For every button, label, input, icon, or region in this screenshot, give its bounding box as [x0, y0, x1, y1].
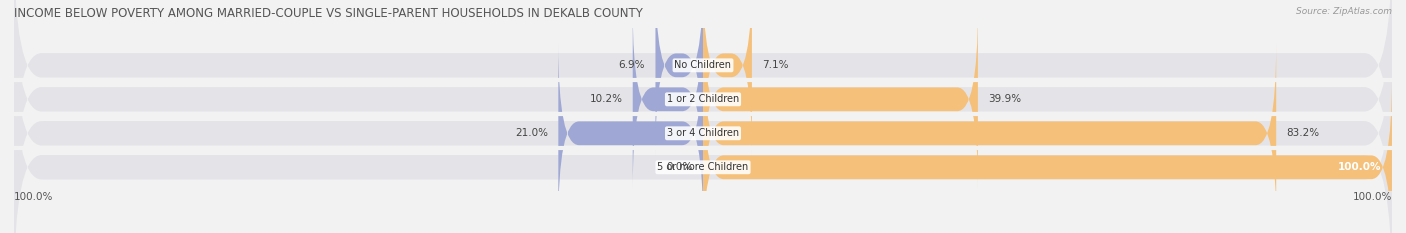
- Text: 6.9%: 6.9%: [619, 60, 645, 70]
- Legend: Married Couples, Single Parents: Married Couples, Single Parents: [596, 230, 810, 233]
- Text: 21.0%: 21.0%: [515, 128, 548, 138]
- FancyBboxPatch shape: [703, 0, 752, 155]
- FancyBboxPatch shape: [558, 43, 703, 223]
- Text: 3 or 4 Children: 3 or 4 Children: [666, 128, 740, 138]
- Text: 83.2%: 83.2%: [1286, 128, 1320, 138]
- Text: 100.0%: 100.0%: [14, 192, 53, 202]
- Text: 1 or 2 Children: 1 or 2 Children: [666, 94, 740, 104]
- Text: No Children: No Children: [675, 60, 731, 70]
- Text: 5 or more Children: 5 or more Children: [658, 162, 748, 172]
- FancyBboxPatch shape: [14, 0, 1392, 223]
- FancyBboxPatch shape: [703, 77, 1392, 233]
- Text: 100.0%: 100.0%: [1339, 162, 1382, 172]
- FancyBboxPatch shape: [14, 0, 1392, 189]
- Text: 0.0%: 0.0%: [666, 162, 693, 172]
- Text: 10.2%: 10.2%: [589, 94, 623, 104]
- FancyBboxPatch shape: [14, 10, 1392, 233]
- Text: 7.1%: 7.1%: [762, 60, 789, 70]
- Text: Source: ZipAtlas.com: Source: ZipAtlas.com: [1296, 7, 1392, 16]
- FancyBboxPatch shape: [703, 43, 1277, 223]
- FancyBboxPatch shape: [655, 0, 703, 155]
- FancyBboxPatch shape: [633, 9, 703, 189]
- Text: 100.0%: 100.0%: [1353, 192, 1392, 202]
- Text: INCOME BELOW POVERTY AMONG MARRIED-COUPLE VS SINGLE-PARENT HOUSEHOLDS IN DEKALB : INCOME BELOW POVERTY AMONG MARRIED-COUPL…: [14, 7, 643, 20]
- Text: 39.9%: 39.9%: [988, 94, 1021, 104]
- FancyBboxPatch shape: [703, 9, 979, 189]
- FancyBboxPatch shape: [14, 44, 1392, 233]
